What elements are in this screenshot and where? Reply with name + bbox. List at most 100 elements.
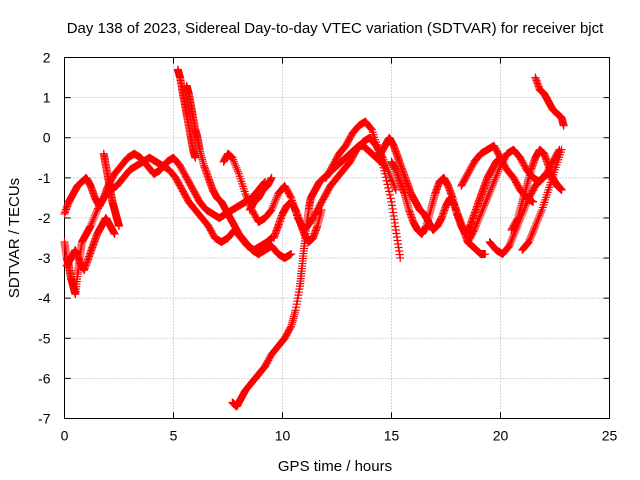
data-point bbox=[478, 205, 487, 214]
y-tick-label: -3 bbox=[38, 250, 51, 266]
x-tick-label: 15 bbox=[384, 428, 400, 444]
data-point bbox=[527, 231, 536, 240]
series-track-p bbox=[531, 73, 568, 130]
data-point bbox=[271, 195, 280, 204]
data-point bbox=[380, 169, 389, 178]
data-point bbox=[557, 185, 566, 194]
y-tick-label: -6 bbox=[38, 370, 51, 386]
data-point bbox=[531, 221, 540, 230]
y-tick-label: 1 bbox=[43, 90, 51, 106]
y-tick-label: -2 bbox=[38, 210, 51, 226]
chart-title: Day 138 of 2023, Sidereal Day-to-day VTE… bbox=[67, 20, 604, 37]
data-point bbox=[229, 155, 238, 164]
data-point bbox=[396, 254, 405, 263]
x-tick-label: 0 bbox=[61, 428, 69, 444]
data-point bbox=[481, 197, 490, 206]
x-tick-label: 20 bbox=[493, 428, 509, 444]
data-point bbox=[533, 217, 542, 226]
data-point bbox=[386, 171, 395, 180]
data-point bbox=[391, 185, 400, 194]
data-point bbox=[384, 183, 393, 192]
data-points bbox=[60, 65, 568, 411]
data-point bbox=[480, 199, 489, 208]
data-point bbox=[494, 165, 503, 174]
data-point bbox=[233, 165, 242, 174]
series-track-h bbox=[219, 133, 400, 234]
data-point bbox=[470, 225, 479, 234]
data-point bbox=[536, 209, 545, 218]
data-point bbox=[242, 191, 251, 200]
data-point bbox=[476, 209, 485, 218]
series-track-d bbox=[99, 149, 123, 230]
data-point bbox=[525, 236, 534, 245]
series-track-k bbox=[387, 153, 505, 238]
grid bbox=[64, 57, 610, 419]
data-point bbox=[492, 171, 501, 180]
data-point bbox=[535, 211, 544, 220]
data-point bbox=[110, 229, 119, 238]
data-point bbox=[473, 217, 482, 226]
data-point bbox=[469, 227, 478, 236]
data-point bbox=[471, 221, 480, 230]
data-point bbox=[480, 201, 489, 210]
data-point bbox=[317, 205, 326, 214]
data-point bbox=[367, 124, 376, 133]
data-point bbox=[230, 159, 239, 168]
data-point bbox=[265, 207, 274, 216]
data-point bbox=[510, 229, 519, 238]
data-point bbox=[234, 167, 243, 176]
data-point bbox=[559, 121, 568, 130]
series-track-b bbox=[60, 149, 270, 222]
y-tick-label: -5 bbox=[38, 330, 51, 346]
data-point bbox=[386, 194, 395, 203]
data-point bbox=[270, 197, 279, 206]
data-point bbox=[484, 191, 493, 200]
plot-area bbox=[64, 57, 610, 419]
data-point bbox=[241, 189, 250, 198]
data-point bbox=[524, 238, 533, 247]
data-point bbox=[494, 167, 503, 176]
data-point bbox=[115, 221, 123, 230]
data-point bbox=[505, 242, 514, 251]
data-point bbox=[90, 211, 99, 220]
data-point bbox=[87, 219, 96, 228]
data-point bbox=[89, 215, 98, 224]
y-tick-label: -1 bbox=[38, 170, 51, 186]
data-point bbox=[229, 157, 238, 166]
data-point bbox=[530, 223, 539, 232]
data-point bbox=[534, 213, 543, 222]
series-track-f bbox=[182, 81, 296, 263]
data-point bbox=[509, 231, 518, 240]
data-point bbox=[485, 189, 494, 198]
data-point bbox=[472, 219, 481, 228]
data-point bbox=[490, 175, 499, 184]
data-point bbox=[529, 225, 538, 234]
series-track-n bbox=[485, 169, 566, 259]
series-track-o bbox=[507, 145, 566, 234]
data-point bbox=[508, 234, 517, 242]
data-point bbox=[86, 221, 95, 230]
data-point bbox=[366, 123, 375, 132]
data-point bbox=[537, 207, 546, 216]
data-point bbox=[383, 165, 392, 174]
data-point bbox=[287, 250, 296, 259]
data-point bbox=[487, 183, 496, 192]
x-axis: 0 5 10 15 20 25 bbox=[61, 57, 617, 444]
data-point bbox=[228, 153, 237, 162]
data-point bbox=[506, 238, 515, 247]
data-point bbox=[387, 175, 396, 184]
data-point bbox=[533, 215, 542, 224]
data-point bbox=[486, 185, 495, 194]
data-point bbox=[489, 179, 498, 188]
data-point bbox=[483, 193, 492, 202]
data-point bbox=[89, 213, 98, 222]
data-point bbox=[506, 240, 515, 249]
data-point bbox=[92, 207, 101, 216]
x-tick-label: 5 bbox=[170, 428, 178, 444]
data-point bbox=[388, 177, 397, 186]
series-track-g bbox=[228, 141, 389, 411]
data-point bbox=[391, 183, 400, 192]
series-track-i bbox=[322, 117, 405, 263]
data-point bbox=[479, 203, 488, 212]
x-tick-label: 10 bbox=[275, 428, 291, 444]
